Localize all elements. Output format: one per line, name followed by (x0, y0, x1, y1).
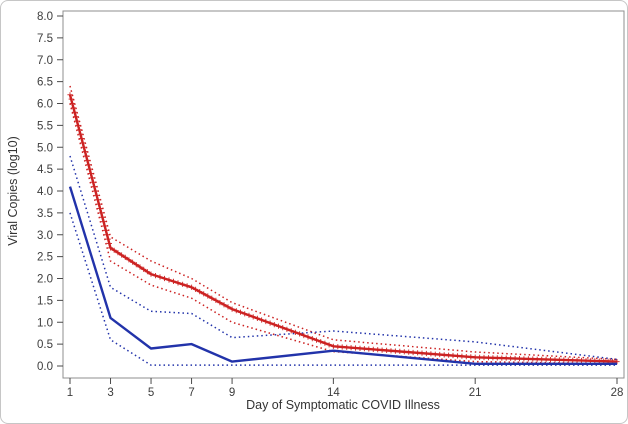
x-tick-label: 1 (67, 387, 73, 399)
y-tick-label: 2.5 (37, 252, 53, 264)
y-tick-label: 4.0 (37, 186, 53, 198)
plus-markers-red-mean-viral-load (67, 92, 620, 365)
series-line-red-lower-confidence-band (69, 103, 618, 365)
series-line-blue-mean-viral-load (68, 186, 617, 365)
y-tick-label: 6.0 (37, 99, 53, 111)
y-tick-label: 3.0 (37, 230, 53, 242)
y-tick-label: 7.5 (37, 33, 53, 45)
plot-area (62, 10, 625, 379)
series-line-blue-upper-confidence-band (69, 155, 618, 361)
x-axis-title: Day of Symptomatic COVID Illness (246, 398, 440, 412)
series-line-red-upper-confidence-band (69, 85, 618, 361)
series-line-blue-lower-confidence-band (69, 212, 617, 366)
x-tick-label: 7 (188, 387, 194, 399)
y-tick-label: 1.5 (37, 295, 53, 307)
y-tick-label: 5.0 (37, 142, 53, 154)
x-tick-label: 9 (229, 387, 235, 399)
x-tick-label: 21 (469, 387, 482, 399)
x-tick-label: 5 (148, 387, 154, 399)
x-tick-label: 14 (327, 387, 340, 399)
y-tick-label: 1.0 (37, 317, 53, 329)
x-tick-label: 28 (611, 387, 624, 399)
y-tick-label: 3.5 (37, 208, 53, 220)
y-tick-label: 2.0 (37, 274, 53, 286)
y-tick-label: 0.0 (37, 361, 53, 373)
x-tick-label: 3 (107, 387, 113, 399)
y-axis-title: Viral Copies (log10) (6, 136, 20, 246)
y-tick-label: 0.5 (37, 339, 53, 351)
y-tick-label: 5.5 (37, 120, 53, 132)
y-tick-label: 7.0 (37, 55, 53, 67)
chart-series (67, 85, 620, 366)
y-tick-label: 6.5 (37, 77, 53, 89)
axis-ticks: 0.0 0.5 1.0 1.5 2.0 2.5 3.0 3.5 4.0 4.5 5.0 5.5 6.0 6… (37, 11, 623, 399)
y-tick-label: 8.0 (37, 11, 53, 23)
y-tick-label: 4.5 (37, 164, 53, 176)
